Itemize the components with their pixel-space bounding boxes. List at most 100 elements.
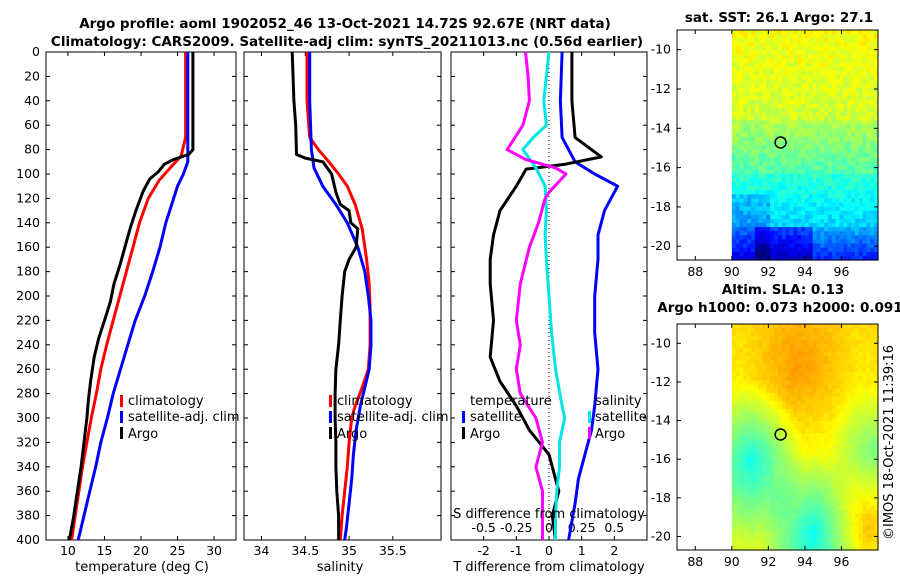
map-cell <box>858 485 864 491</box>
map-cell <box>824 169 829 175</box>
map-cell <box>801 128 806 134</box>
map-cell <box>874 34 879 39</box>
map-cell <box>827 525 833 531</box>
map-cell <box>816 157 821 163</box>
map-cell <box>851 99 856 105</box>
map-cell <box>831 231 837 236</box>
map-cell <box>766 210 771 216</box>
map-cell <box>843 408 848 414</box>
map-cell <box>754 128 760 134</box>
map-cell <box>735 198 741 204</box>
map-cell <box>789 445 794 450</box>
map-cell <box>785 521 791 527</box>
map-cell <box>854 412 860 418</box>
map-cell <box>824 525 829 531</box>
map-cell <box>793 71 798 76</box>
map-cell <box>839 50 844 56</box>
map-cell <box>797 116 802 121</box>
map-cell <box>785 340 791 345</box>
map-cell <box>751 521 756 527</box>
map-cell <box>797 453 802 458</box>
map-cell <box>785 328 791 333</box>
map-cell <box>739 108 744 113</box>
map-cell <box>731 66 737 72</box>
map-cell <box>793 186 798 191</box>
map-cell <box>816 368 821 374</box>
map-cell <box>854 108 860 113</box>
map-cell <box>854 79 860 84</box>
map-cell <box>851 517 856 523</box>
map-cell <box>770 449 775 454</box>
map-cell <box>847 372 852 378</box>
map-cell <box>843 227 848 232</box>
map-cell <box>735 404 741 410</box>
map-cell <box>797 136 802 142</box>
map-cell <box>758 541 764 547</box>
map-cell <box>835 112 841 117</box>
map-cell <box>854 449 860 454</box>
map-cell <box>781 243 787 249</box>
map-cell <box>781 497 787 503</box>
map-cell <box>843 223 848 228</box>
map-cell <box>785 108 791 113</box>
map-cell <box>747 206 752 212</box>
map-cell <box>854 517 860 523</box>
map-cell <box>820 396 825 402</box>
map-cell <box>820 161 825 167</box>
map-cell <box>847 541 852 547</box>
map-cell <box>858 445 864 450</box>
map-cell <box>870 453 875 458</box>
map-cell <box>766 364 771 369</box>
map-cell <box>831 445 837 450</box>
map-cell <box>743 198 748 204</box>
map-cell <box>854 336 860 341</box>
map-cell <box>824 380 829 386</box>
series-s-satellite <box>521 51 567 540</box>
map-cell <box>774 356 779 361</box>
map-cell <box>870 437 875 442</box>
map-cell <box>862 485 868 491</box>
map-cell <box>854 473 860 478</box>
legend-swatch-t-argo <box>462 427 465 439</box>
map-cell <box>866 186 871 191</box>
map-cell <box>862 120 868 126</box>
map-cell <box>843 169 848 175</box>
map-cell <box>847 400 852 406</box>
map-cell <box>781 469 787 474</box>
map-cell <box>793 408 798 414</box>
map-cell <box>808 420 814 426</box>
map-cell <box>735 340 741 345</box>
map-cell <box>847 477 852 482</box>
map-cell <box>870 66 875 72</box>
map-cell <box>754 517 760 523</box>
map-cell <box>835 477 841 482</box>
map-cell <box>824 214 829 220</box>
map-cell <box>801 489 806 495</box>
map-cell <box>743 42 748 48</box>
map-cell <box>835 356 841 361</box>
map-cell <box>866 165 871 171</box>
map-cell <box>827 461 833 466</box>
map-cell <box>847 99 852 105</box>
map-cell <box>801 356 806 361</box>
map-cell <box>874 153 879 158</box>
map-cell <box>781 255 787 261</box>
map-cell <box>747 202 752 208</box>
map-cell <box>874 380 879 386</box>
map-cell <box>770 545 775 551</box>
map-cell <box>827 71 833 76</box>
map-cell <box>858 420 864 426</box>
map-cell <box>801 79 806 84</box>
map-cell <box>781 251 787 257</box>
map-cell <box>824 437 829 442</box>
map-cell <box>839 99 844 105</box>
map-cell <box>858 449 864 454</box>
temperature-xlabel: temperature (deg C) <box>75 560 209 575</box>
map-cell <box>835 332 841 337</box>
map-cell <box>808 404 814 410</box>
map-cell <box>762 485 768 491</box>
map-cell <box>781 91 787 97</box>
map-cell <box>731 198 737 204</box>
map-cell <box>835 529 841 535</box>
map-cell <box>751 336 756 341</box>
